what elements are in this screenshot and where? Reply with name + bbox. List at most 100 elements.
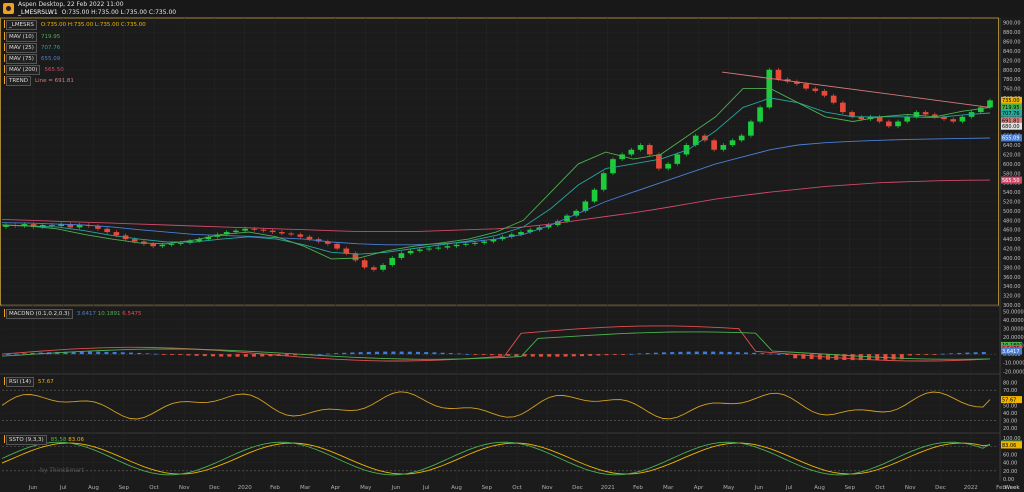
legend-ssto[interactable]: SSTO (9,3,3) 85.58 83.06: [4, 435, 84, 445]
macd-hist-bar: [547, 354, 552, 357]
candle: [453, 244, 460, 247]
macd-hist-bar: [891, 354, 896, 360]
candle: [527, 229, 534, 233]
candle: [462, 243, 469, 245]
candle: [931, 114, 938, 117]
legend-mav75[interactable]: MAV (75) 655.09: [4, 54, 61, 64]
price-value-tag-text: 565.50: [1002, 178, 1020, 184]
macd-hist-bar: [735, 352, 740, 355]
candle: [830, 95, 837, 103]
macd-hist-bar: [653, 352, 658, 355]
watermark: by ThinkSmart: [40, 467, 84, 474]
macd-hist-bar: [621, 354, 625, 355]
legend-mav10-label: MAV (10): [6, 32, 37, 42]
legend-macd[interactable]: MACDNO (0.1,0.2,0.3) 3.6417 10.1891 6.547…: [4, 309, 142, 319]
candle: [380, 265, 386, 270]
candle: [729, 140, 736, 146]
macd-hist-bar: [506, 354, 511, 356]
x-label: Feb: [996, 485, 1006, 491]
macd-hist-bar: [498, 354, 502, 356]
macd-tick: 50.0000: [1003, 309, 1024, 315]
macd-hist-bar: [63, 351, 68, 355]
macd-tick: -20.0000: [1003, 369, 1024, 375]
candle: [168, 243, 175, 245]
candle: [30, 224, 37, 227]
candle: [444, 246, 451, 248]
candle: [922, 112, 929, 115]
macd-hist-bar: [416, 351, 420, 355]
rsi-value-tag-text: 57.67: [1002, 397, 1016, 403]
candle: [361, 260, 368, 268]
price-value-tag: [1001, 134, 1022, 142]
macd-hist-bar: [79, 351, 84, 355]
symbol-name: _LMESRSLW1: [18, 9, 58, 16]
price-tick: 860.00: [1003, 40, 1021, 46]
ssto-d-line: [1, 442, 991, 475]
macd-hist-bar: [465, 353, 470, 355]
ssto-tick: 20.00: [1003, 469, 1017, 475]
candle: [159, 244, 166, 247]
macd-hist-bar: [809, 354, 814, 360]
candle: [150, 243, 156, 247]
candle: [913, 112, 920, 117]
candle: [959, 116, 966, 122]
legend-rsi[interactable]: RSI (14) 57.67: [4, 377, 54, 387]
macd-hist-bar: [596, 354, 601, 356]
legend-mav75-value: 655.09: [40, 56, 61, 62]
macd-hist-bar: [448, 353, 453, 355]
candle: [49, 225, 55, 227]
macd-hist-bar: [801, 354, 806, 359]
app-logo-icon: [3, 3, 14, 14]
candle: [821, 90, 828, 96]
macd-hist-bar: [768, 353, 773, 355]
x-label: Sep: [845, 485, 856, 491]
legend-trend[interactable]: TREND Line = 691.81: [4, 76, 74, 86]
macd-hist-bar: [842, 354, 847, 361]
macd-tick: 30.0000: [1003, 326, 1024, 332]
candle: [325, 241, 331, 244]
candle: [858, 116, 865, 120]
macd-tick: 20.0000: [1003, 335, 1024, 341]
candle: [233, 230, 239, 233]
ssto-tick: 60.00: [1003, 452, 1017, 458]
candle: [876, 116, 883, 122]
legend-rsi-label: RSI (14): [6, 377, 34, 387]
x-label: Apr: [694, 485, 704, 491]
macd-value-tag-text: 3.6417: [1002, 349, 1020, 355]
macd-hist-bar: [186, 354, 191, 356]
price-tick: 840.00: [1003, 49, 1021, 55]
legend-price[interactable]: _LMESRS O:735.00 H:735.00 L:735.00 C:735.…: [4, 20, 146, 30]
candle: [288, 233, 294, 235]
macd-hist-bar: [243, 354, 248, 357]
legend-mav25[interactable]: MAV (25) 707.76: [4, 43, 60, 53]
candle: [711, 140, 717, 150]
legend-mav10[interactable]: MAV (10) 719.95: [4, 32, 60, 42]
macd-hist-bar: [580, 354, 584, 357]
macd-hist-bar: [514, 354, 519, 357]
macd-hist-bar: [22, 353, 27, 355]
macd-hist-bar: [153, 353, 158, 355]
candle: [21, 224, 28, 226]
macd-hist-bar: [489, 354, 494, 356]
candle: [692, 135, 699, 146]
x-label: Jun: [28, 485, 38, 491]
x-label: Nov: [905, 485, 916, 491]
candle: [95, 225, 101, 229]
candle: [398, 253, 405, 258]
legend-mav200[interactable]: MAV (200) 565.50: [4, 65, 64, 75]
macd-hist-bar: [752, 352, 757, 355]
mav25-line: [1, 97, 991, 255]
legend-macd-v3: 6.5475: [122, 311, 142, 317]
x-unit-label: Week: [1004, 485, 1020, 491]
macd-hist-bar: [129, 352, 133, 355]
ssto-value-tag-text: 83.06: [1002, 443, 1016, 449]
candle: [619, 154, 625, 160]
macd-hist-bar: [399, 351, 404, 355]
macd-hist-bar: [834, 354, 839, 360]
candle: [950, 119, 957, 122]
legend-macd-label: MACDNO (0.1,0.2,0.3): [6, 309, 73, 319]
macd-hist-bar: [539, 354, 543, 357]
legend-ssto-label: SSTO (9,3,3): [6, 435, 47, 445]
macd-hist-bar: [637, 353, 642, 355]
